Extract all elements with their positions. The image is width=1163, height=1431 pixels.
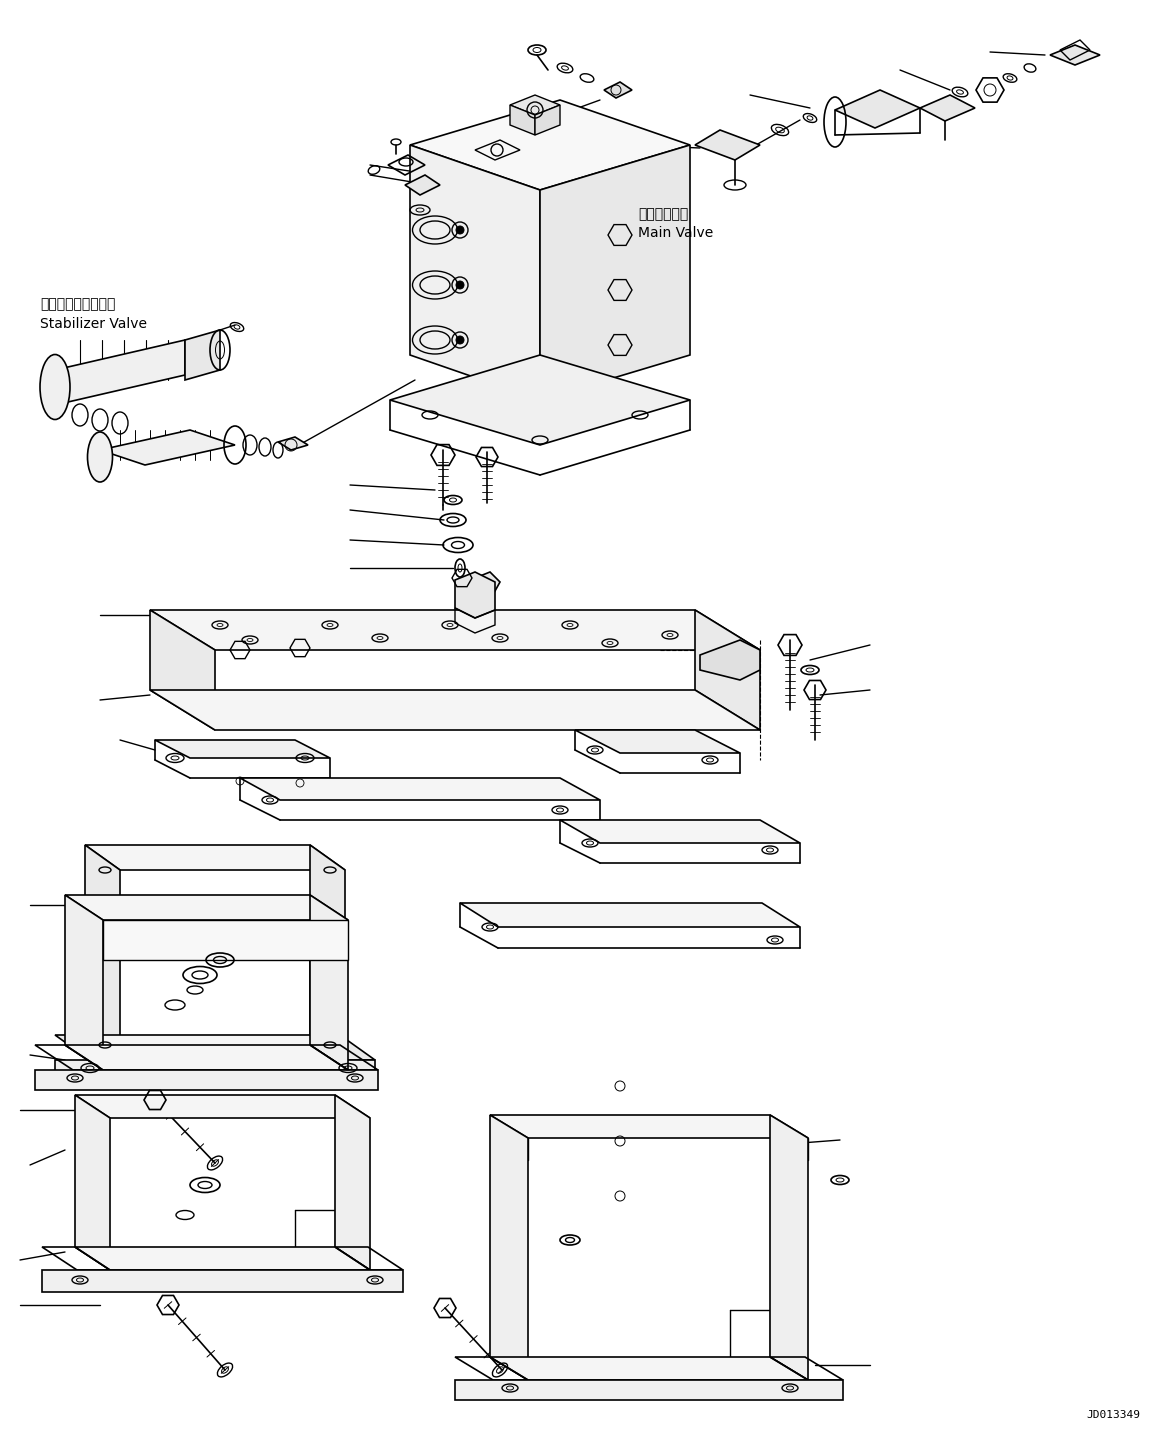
Polygon shape <box>461 903 800 927</box>
Polygon shape <box>695 130 759 160</box>
Text: JD013349: JD013349 <box>1086 1410 1140 1420</box>
Polygon shape <box>65 894 104 1070</box>
Polygon shape <box>835 90 920 127</box>
Polygon shape <box>411 100 690 190</box>
Text: Stabilizer Valve: Stabilizer Valve <box>40 318 147 331</box>
Polygon shape <box>85 1035 345 1060</box>
Polygon shape <box>240 778 600 800</box>
Polygon shape <box>74 1095 370 1118</box>
Circle shape <box>456 226 464 235</box>
Circle shape <box>456 280 464 289</box>
Polygon shape <box>490 1115 808 1138</box>
Polygon shape <box>335 1095 370 1269</box>
Polygon shape <box>511 104 535 135</box>
Polygon shape <box>100 429 235 465</box>
Polygon shape <box>150 690 759 730</box>
Polygon shape <box>185 331 220 381</box>
Text: スタビライザバルブ: スタビライザバルブ <box>40 298 115 311</box>
Polygon shape <box>511 94 561 114</box>
Polygon shape <box>455 1379 843 1400</box>
Polygon shape <box>55 1035 120 1060</box>
Polygon shape <box>104 920 348 960</box>
Polygon shape <box>561 820 800 843</box>
Polygon shape <box>55 341 185 405</box>
Polygon shape <box>311 844 345 1060</box>
Ellipse shape <box>87 432 113 482</box>
Polygon shape <box>695 610 759 730</box>
Polygon shape <box>390 355 690 445</box>
Polygon shape <box>65 894 348 920</box>
Text: Main Valve: Main Valve <box>638 226 713 240</box>
Polygon shape <box>85 844 345 870</box>
Polygon shape <box>311 1035 374 1060</box>
Circle shape <box>456 336 464 343</box>
Polygon shape <box>465 572 500 600</box>
Polygon shape <box>155 740 330 758</box>
Polygon shape <box>700 640 759 680</box>
Polygon shape <box>770 1115 808 1379</box>
Polygon shape <box>150 610 759 650</box>
Polygon shape <box>920 94 975 122</box>
Polygon shape <box>74 1095 110 1269</box>
Polygon shape <box>278 436 308 449</box>
Text: メインバルブ: メインバルブ <box>638 207 688 220</box>
Polygon shape <box>150 610 215 730</box>
Polygon shape <box>311 894 348 1070</box>
Polygon shape <box>35 1070 378 1090</box>
Polygon shape <box>540 145 690 401</box>
Polygon shape <box>42 1269 404 1292</box>
Polygon shape <box>411 145 540 401</box>
Polygon shape <box>55 1060 374 1080</box>
Polygon shape <box>85 844 120 1060</box>
Polygon shape <box>575 730 740 753</box>
Polygon shape <box>604 82 632 97</box>
Ellipse shape <box>40 355 70 419</box>
Polygon shape <box>455 572 495 618</box>
Polygon shape <box>490 1357 808 1379</box>
Polygon shape <box>74 1246 370 1269</box>
Polygon shape <box>490 1115 528 1379</box>
Polygon shape <box>405 175 440 195</box>
Polygon shape <box>535 104 561 135</box>
Polygon shape <box>1050 44 1100 64</box>
Polygon shape <box>65 1045 348 1070</box>
